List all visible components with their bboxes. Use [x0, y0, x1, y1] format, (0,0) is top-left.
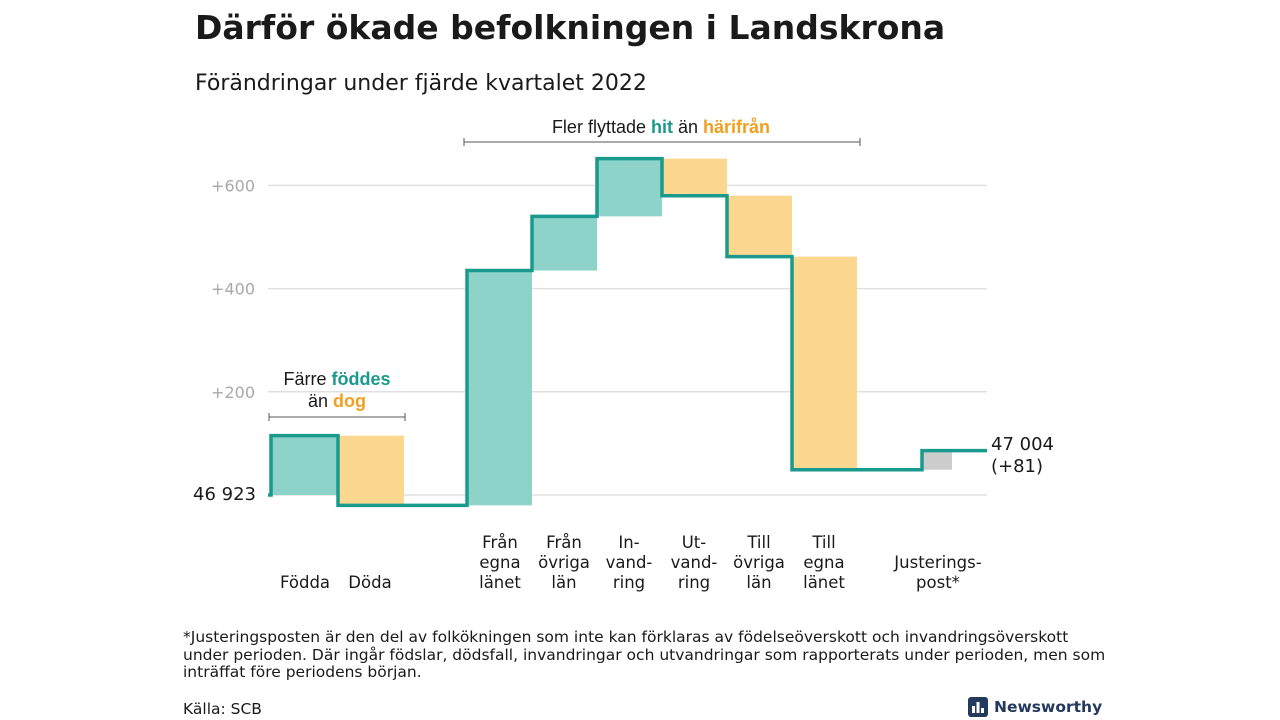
y-tick-label: +600 [211, 176, 255, 195]
running-total-line [268, 156, 987, 508]
end-value-label: 47 004 [991, 434, 1054, 455]
bar-9 [922, 450, 952, 470]
category-labels: Födda Döda Från egna länet Från övriga län In-va… [280, 533, 982, 592]
category-label: In-vand-ring [606, 533, 653, 592]
bar-4 [532, 216, 597, 271]
annotation-births-deaths: Färre föddes än dog [268, 369, 406, 421]
end-change-label: (+81) [991, 456, 1043, 477]
bar-2 [338, 435, 404, 506]
brand-logo: Newsworthy [968, 697, 1102, 717]
category-label: Till övriga län [733, 533, 785, 592]
category-label: Justerings-post* [893, 553, 981, 592]
annotation-births-line1: Färre föddes [283, 369, 390, 389]
step-line [268, 156, 987, 508]
category-label: Från övriga län [538, 533, 590, 592]
category-label: Till egna länet [803, 533, 845, 592]
bar-7 [727, 195, 792, 257]
footnote: *Justeringsposten är den del av folkökni… [183, 628, 1106, 681]
bar-chart-logo-icon [968, 697, 988, 717]
category-label: Födda [280, 573, 330, 592]
annotation-migration-text: Fler flyttade hit än härifrån [552, 117, 770, 137]
annotation-migration: Fler flyttade hit än härifrån [463, 117, 861, 146]
start-value-label: 46 923 [193, 484, 256, 505]
bar-5 [597, 158, 662, 217]
bar-8 [792, 256, 857, 470]
bar-6 [662, 158, 727, 196]
annotation-bracket-births [268, 413, 406, 421]
bars [271, 158, 952, 506]
waterfall-chart: +200 +400 +600 Födda Döda Från egna länet Från ö… [193, 117, 1054, 592]
y-axis-ticks: +200 +400 +600 [211, 176, 255, 401]
y-tick-label: +200 [211, 383, 255, 402]
brand-name: Newsworthy [994, 698, 1103, 716]
chart-title: Därför ökade befolkningen i Landskrona [195, 8, 946, 47]
chart-subtitle: Förändringar under fjärde kvartalet 2022 [195, 71, 647, 96]
category-label: Ut-vand-ring [671, 533, 718, 592]
category-label: Döda [348, 573, 391, 592]
annotation-bracket-migration [463, 138, 861, 146]
category-label: Från egna länet [479, 533, 521, 592]
bar-3 [467, 270, 532, 506]
source-label: Källa: SCB [183, 700, 262, 718]
y-tick-label: +400 [211, 280, 255, 299]
annotation-births-line2: än dog [308, 391, 366, 411]
bar-1 [271, 435, 337, 495]
